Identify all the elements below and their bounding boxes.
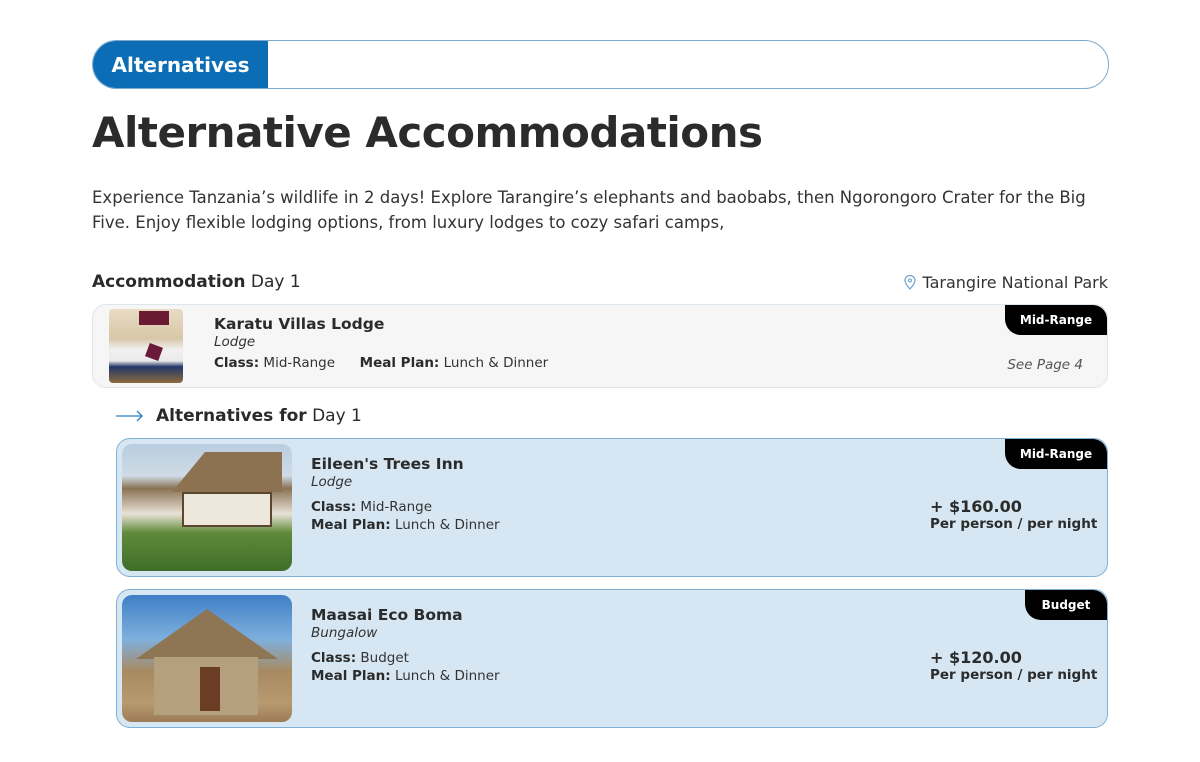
price: + $160.00 Per person / per night xyxy=(930,497,1097,532)
price-unit: Per person / per night xyxy=(930,516,1098,532)
class-badge: Mid-Range xyxy=(1005,439,1107,469)
meal-plan-label: Meal Plan: xyxy=(359,355,440,371)
class-line: Class: Mid-Range xyxy=(311,499,432,515)
class-badge: Mid-Range xyxy=(1005,305,1107,335)
alternatives-tab[interactable]: Alternatives xyxy=(93,41,268,88)
page-title: Alternative Accommodations xyxy=(92,108,763,157)
alternatives-label: Alternatives for xyxy=(156,406,307,426)
alternatives-day: Day 1 xyxy=(312,406,362,426)
alternative-card[interactable]: Maasai Eco Boma Bungalow Class: Budget M… xyxy=(116,589,1108,728)
accommodation-type: Lodge xyxy=(311,474,353,490)
meal-plan-line: Meal Plan: Lunch & Dinner xyxy=(311,517,500,533)
eileens-trees-inn-image xyxy=(122,444,292,571)
accommodation-type: Bungalow xyxy=(311,625,378,641)
class-value: Mid-Range xyxy=(263,355,336,371)
class-value: Budget xyxy=(360,650,409,666)
section-heading: Accommodation Day 1 xyxy=(92,272,301,292)
meal-plan-label: Meal Plan: xyxy=(311,517,391,533)
accommodation-name: Eileen's Trees Inn xyxy=(311,455,464,473)
meal-plan-label: Meal Plan: xyxy=(311,668,391,684)
see-page-link[interactable]: See Page 4 xyxy=(1007,357,1083,373)
class-badge: Budget xyxy=(1025,590,1107,620)
alternative-card[interactable]: Eileen's Trees Inn Lodge Class: Mid-Rang… xyxy=(116,438,1108,577)
intro-text: Experience Tanzania’s wildlife in 2 days… xyxy=(92,188,1086,232)
maasai-eco-boma-image xyxy=(122,595,292,722)
class-label: Class: xyxy=(311,499,357,515)
main-accommodation-card[interactable]: Karatu Villas Lodge Lodge Class: Mid-Ran… xyxy=(92,304,1108,388)
location-name: Tarangire National Park xyxy=(922,273,1108,292)
price-unit: Per person / per night xyxy=(930,667,1098,683)
price-amount: + $160.00 xyxy=(930,497,1022,516)
location: Tarangire National Park xyxy=(904,273,1108,292)
alternatives-tab-bar: Alternatives xyxy=(92,40,1109,89)
class-label: Class: xyxy=(311,650,357,666)
class-value: Mid-Range xyxy=(360,499,433,515)
lodge-room-image xyxy=(109,309,183,383)
map-pin-icon xyxy=(904,275,917,290)
accommodation-details: Class: Mid-Range Meal Plan: Lunch & Dinn… xyxy=(214,355,548,371)
class-line: Class: Budget xyxy=(311,650,409,666)
alternatives-heading: Alternatives for Day 1 xyxy=(116,406,362,426)
section-label: Accommodation xyxy=(92,272,246,292)
accommodation-name: Maasai Eco Boma xyxy=(311,606,463,624)
meal-plan-value: Lunch & Dinner xyxy=(394,517,500,533)
meal-plan-line: Meal Plan: Lunch & Dinner xyxy=(311,668,500,684)
price-amount: + $120.00 xyxy=(930,648,1022,667)
class-label: Class: xyxy=(214,355,260,371)
price: + $120.00 Per person / per night xyxy=(930,648,1097,683)
section-day: Day 1 xyxy=(250,272,301,292)
accommodation-name: Karatu Villas Lodge xyxy=(214,315,385,333)
accommodation-type: Lodge xyxy=(214,334,256,350)
meal-plan-value: Lunch & Dinner xyxy=(394,668,500,684)
meal-plan-value: Lunch & Dinner xyxy=(443,355,549,371)
arrow-right-icon xyxy=(116,410,143,422)
